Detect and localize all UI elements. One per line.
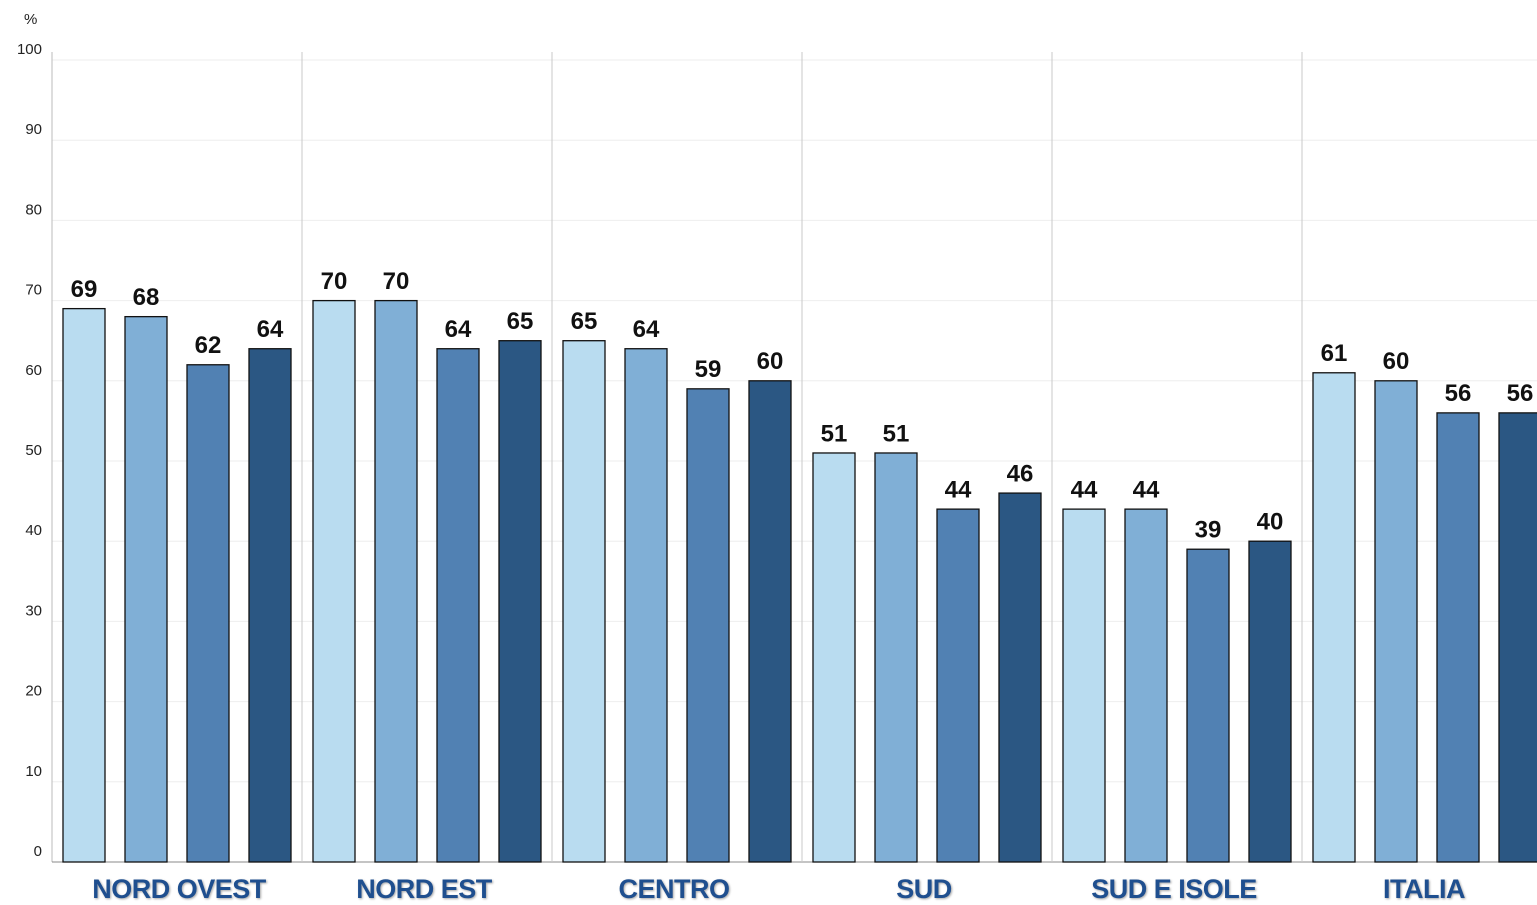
value-label: 44 [1133, 476, 1160, 503]
value-label: 69 [71, 276, 98, 303]
value-label: 64 [257, 316, 284, 343]
value-label: 56 [1507, 380, 1534, 407]
y-axis-label: % [24, 11, 37, 28]
value-label: 64 [633, 316, 660, 343]
bar [1374, 380, 1418, 863]
value-label: 60 [1383, 348, 1410, 375]
bar [1312, 372, 1356, 863]
value-label: 65 [571, 308, 598, 335]
value-label: 39 [1195, 517, 1222, 544]
bar [186, 364, 230, 863]
value-label: 60 [757, 348, 784, 375]
bar [1186, 548, 1230, 863]
bar [498, 340, 542, 863]
y-tick-label: 40 [25, 522, 42, 539]
value-label: 44 [945, 476, 972, 503]
bar [312, 299, 356, 863]
y-tick-label: 70 [25, 282, 42, 299]
y-tick-label: 60 [25, 362, 42, 379]
value-label: 64 [445, 316, 472, 343]
bar [624, 348, 668, 863]
bar [874, 452, 918, 863]
x-tick-label: NORD OVEST [92, 874, 267, 904]
value-label: 70 [383, 268, 410, 295]
bar [686, 388, 730, 863]
y-tick-label: 80 [25, 201, 42, 218]
y-tick-label: 0 [34, 843, 42, 860]
bar [748, 380, 792, 863]
bar [998, 492, 1042, 863]
x-tick-label: NORD EST [356, 874, 493, 904]
bar [1436, 412, 1480, 863]
value-label: 56 [1445, 380, 1472, 407]
x-tick-label: CENTRO [619, 874, 730, 904]
value-label: 59 [695, 356, 722, 383]
value-label: 40 [1257, 509, 1284, 536]
value-label: 65 [507, 308, 534, 335]
bar [1124, 508, 1168, 863]
y-tick-label: 30 [25, 602, 42, 619]
value-label: 46 [1007, 460, 1034, 487]
x-tick-label: ITALIA [1383, 874, 1465, 904]
bar [562, 340, 606, 863]
y-tick-label: 100 [17, 41, 42, 58]
y-tick-label: 50 [25, 442, 42, 459]
value-label: 51 [883, 420, 910, 447]
y-tick-label: 90 [25, 121, 42, 138]
y-tick-label: 20 [25, 683, 42, 700]
bar [936, 508, 980, 863]
bar [812, 452, 856, 863]
x-tick-label: SUD E ISOLE [1091, 874, 1257, 904]
value-label: 68 [133, 284, 160, 311]
value-label: 62 [195, 332, 222, 359]
bar [1248, 540, 1292, 863]
bar [1498, 412, 1537, 863]
bar [248, 348, 292, 863]
bar [436, 348, 480, 863]
bar [374, 299, 418, 863]
bar [62, 307, 106, 863]
value-label: 61 [1321, 340, 1348, 367]
bar [1062, 508, 1106, 863]
bar [124, 315, 168, 863]
y-tick-label: 10 [25, 763, 42, 780]
x-tick-label: SUD [896, 874, 952, 904]
value-label: 70 [321, 268, 348, 295]
value-label: 44 [1071, 476, 1098, 503]
value-label: 51 [821, 420, 848, 447]
